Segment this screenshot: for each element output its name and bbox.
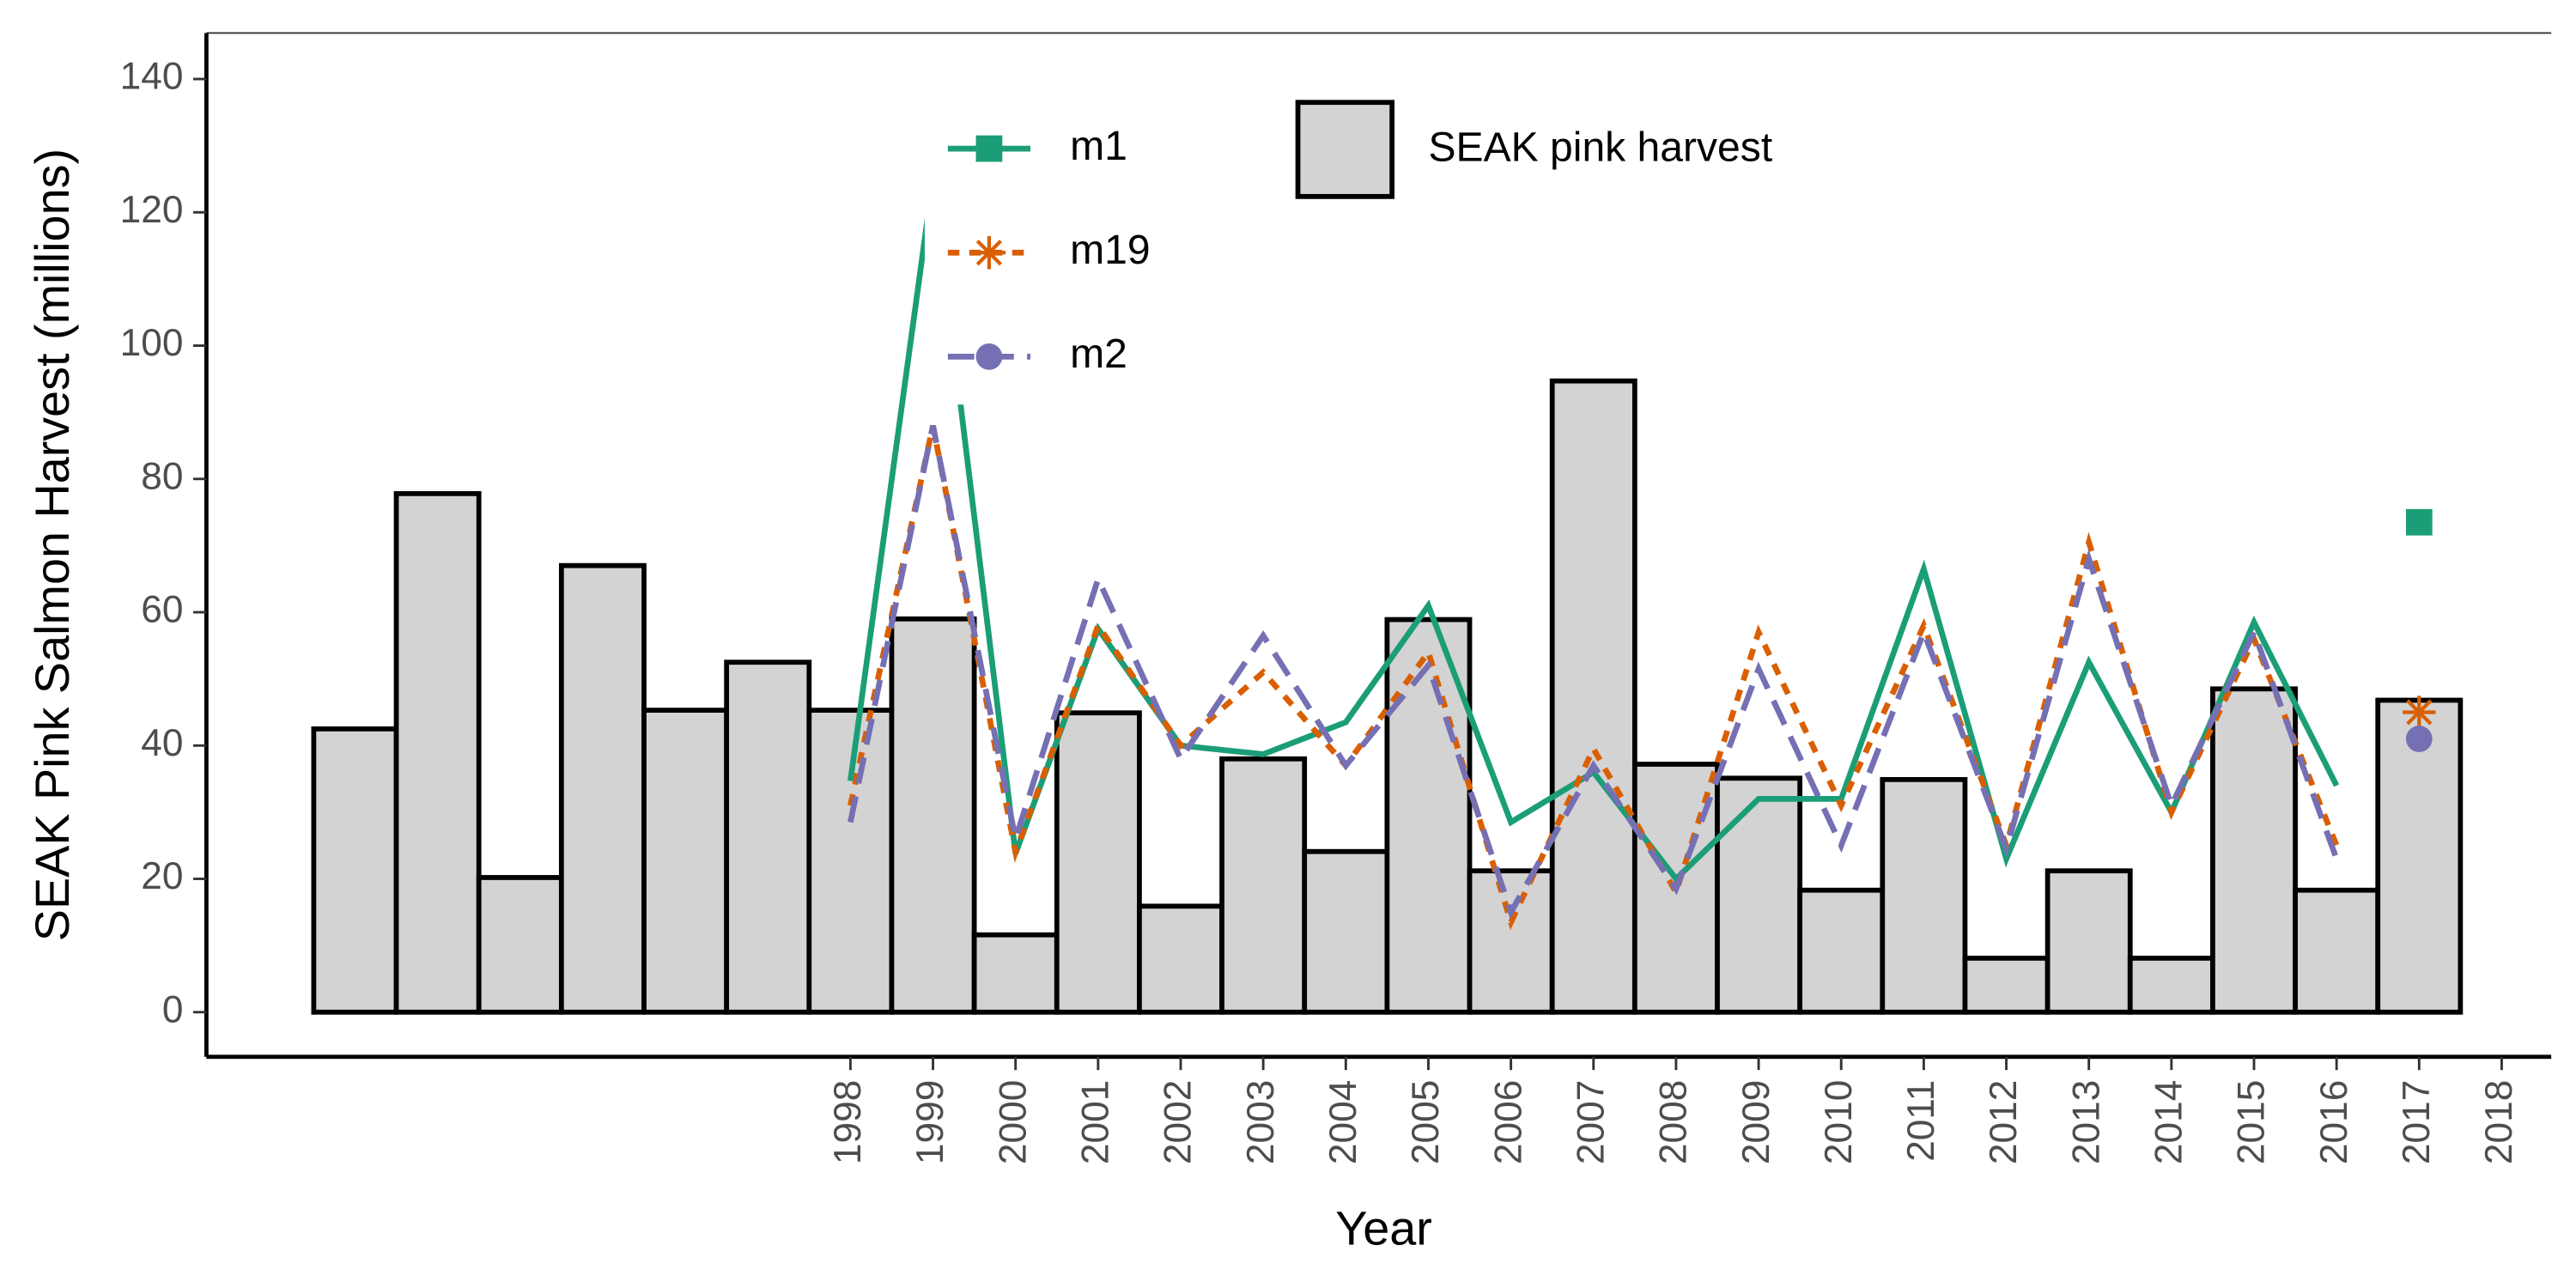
y-tick-label: 120 <box>120 189 184 231</box>
marker <box>2405 508 2433 536</box>
x-tick-label: 2018 <box>2478 1080 2520 1164</box>
x-tick-label: 2012 <box>1983 1080 2025 1164</box>
marker <box>2403 696 2436 729</box>
bar <box>1054 710 1142 1015</box>
bar <box>393 490 482 1015</box>
x-tick-label: 1998 <box>827 1080 869 1164</box>
x-tick-label: 2006 <box>1487 1080 1529 1164</box>
x-tick-label: 2003 <box>1240 1080 1282 1164</box>
legend-label: m2 <box>1070 331 1127 377</box>
line <box>848 424 2340 920</box>
bar <box>724 659 812 1015</box>
marker <box>975 135 1003 162</box>
x-tick-label: 2017 <box>2396 1080 2438 1164</box>
x-axis-title: Year <box>1335 1201 1432 1255</box>
bar <box>311 726 399 1015</box>
bar <box>2127 956 2215 1015</box>
x-tick-label: 2007 <box>1570 1080 1612 1164</box>
bar <box>1962 956 2050 1015</box>
y-tick-label: 140 <box>120 56 184 98</box>
bar <box>889 616 977 1015</box>
bar <box>2293 887 2381 1015</box>
x-tick-label: 2011 <box>1900 1080 1942 1162</box>
marker <box>975 343 1003 370</box>
x-tick-label: 2010 <box>1818 1080 1860 1164</box>
bar <box>1549 378 1637 1015</box>
bar <box>806 708 895 1015</box>
marker <box>2405 726 2433 752</box>
plot-area: 0 20 40 60 80 100 120 140 1998 1999 2000 2001 2002 20… <box>120 32 2552 1164</box>
bar <box>1797 887 1886 1015</box>
y-tick-label: 40 <box>141 722 183 764</box>
legend-background <box>924 90 1206 405</box>
bar <box>1302 848 1390 1015</box>
bar <box>476 875 564 1015</box>
x-tick-label: 2015 <box>2231 1080 2273 1164</box>
bar <box>2044 868 2133 1015</box>
x-tick-label: 2001 <box>1075 1080 1117 1164</box>
y-axis-title: SEAK Pink Salmon Harvest (millions) <box>26 149 79 941</box>
y-tick-label: 60 <box>141 589 183 631</box>
bar <box>1880 776 1968 1015</box>
y-tick-label: 0 <box>162 988 184 1030</box>
bar <box>1219 756 1308 1015</box>
x-tick-label: 2008 <box>1653 1080 1695 1164</box>
bar <box>1715 775 1803 1015</box>
y-tick-label: 100 <box>120 322 184 364</box>
x-tick-label: 2005 <box>1405 1080 1447 1164</box>
x-tick-label: 2013 <box>2065 1080 2107 1164</box>
line <box>848 424 2340 931</box>
x-tick-label: 2002 <box>1157 1080 1200 1164</box>
legend-key-box <box>1295 100 1395 199</box>
y-tick-label: 20 <box>141 855 183 897</box>
legend-label: SEAK pink harvest <box>1428 125 1772 171</box>
bar <box>558 562 647 1015</box>
legend-label: m19 <box>1070 227 1151 273</box>
x-tick-label: 2000 <box>992 1080 1034 1164</box>
marker <box>972 236 1006 270</box>
bar <box>2210 686 2298 1015</box>
y-tick-label: 80 <box>141 455 183 497</box>
legend-label: m1 <box>1070 123 1127 169</box>
x-tick-label: 2004 <box>1322 1080 1364 1164</box>
x-tick-label: 1999 <box>909 1080 951 1164</box>
bar <box>641 708 730 1015</box>
bar <box>1467 868 1555 1015</box>
x-tick-label: 2014 <box>2148 1080 2190 1164</box>
bar <box>971 932 1060 1015</box>
bar <box>1137 903 1224 1015</box>
x-tick-label: 2009 <box>1735 1080 1777 1164</box>
legend: m1 m19 m2 SEAK pink harvest <box>924 90 1772 405</box>
x-tick-label: 2016 <box>2313 1080 2355 1164</box>
